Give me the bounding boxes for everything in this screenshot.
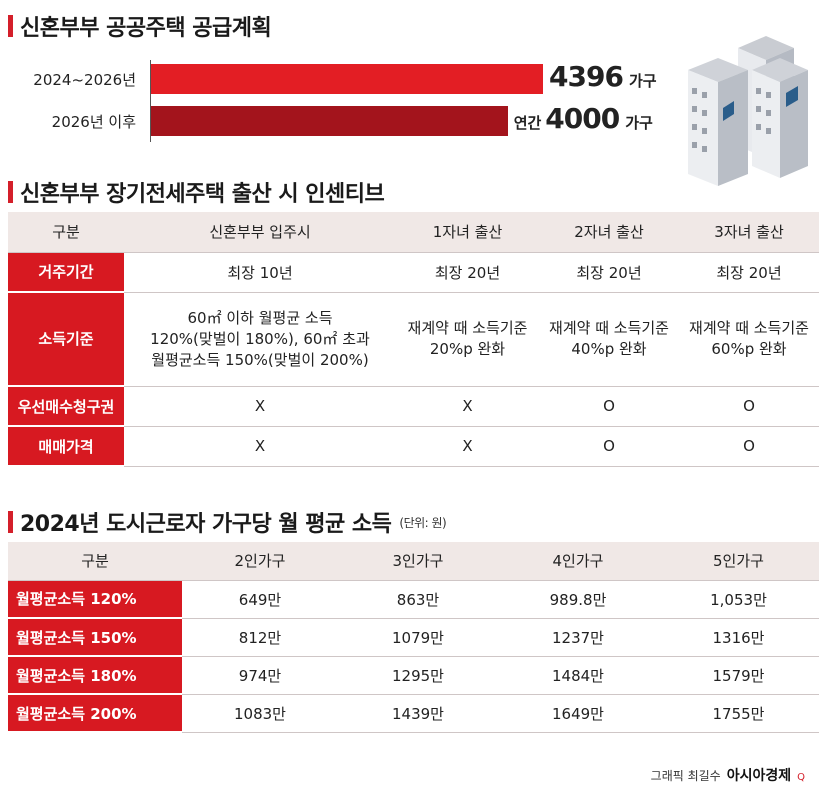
table-cell: O xyxy=(539,426,679,467)
cell-line: 재계약 때 소득기준 xyxy=(549,319,669,337)
row-label: 거주기간 xyxy=(8,252,124,293)
column-header: 1자녀 출산 xyxy=(396,212,539,253)
income-title: 2024년 도시근로자 가구당 월 평균 소득 (단위: 원) xyxy=(8,506,447,538)
row-label: 월평균소득 150% xyxy=(8,618,182,657)
table-cell: 863만 xyxy=(338,580,498,619)
column-header: 구분 xyxy=(8,542,182,581)
publisher-mark: Q xyxy=(797,772,805,783)
bar-0 xyxy=(151,64,543,94)
bar-category-label: 2026년 이후 xyxy=(51,113,136,131)
bar-value-number: 4000 xyxy=(545,102,620,135)
bar-value-prefix: 연간 xyxy=(513,114,542,132)
supply-plan-title: 신혼부부 공공주택 공급계획 xyxy=(8,10,272,42)
title-accent-bar xyxy=(8,181,13,203)
table-cell: O xyxy=(539,386,679,427)
table-cell: X xyxy=(396,426,539,467)
table-cell: O xyxy=(679,386,819,427)
table-cell: 1237만 xyxy=(498,618,658,657)
table-cell: 최장 10년 xyxy=(124,252,396,293)
column-header: 4인가구 xyxy=(498,542,658,581)
bar-value-suffix: 가구 xyxy=(625,114,653,132)
income-row: 월평균소득 200% 1083만 1439만 1649만 1755만 xyxy=(8,694,819,733)
cell-line: 20%p 완화 xyxy=(429,340,506,358)
income-row: 월평균소득 180% 974만 1295만 1484만 1579만 xyxy=(8,656,819,695)
table-cell: X xyxy=(124,386,396,427)
column-header: 3자녀 출산 xyxy=(679,212,819,253)
table-header-row: 구분 신혼부부 입주시 1자녀 출산 2자녀 출산 3자녀 출산 xyxy=(8,212,819,253)
table-cell: 1484만 xyxy=(498,656,658,695)
column-header: 구분 xyxy=(8,212,124,253)
table-cell: 974만 xyxy=(182,656,338,695)
income-row: 월평균소득 120% 649만 863만 989.8만 1,053만 xyxy=(8,580,819,619)
cell-line: 재계약 때 소득기준 xyxy=(689,319,809,337)
credit-text: 그래픽 최길수 xyxy=(650,769,721,783)
column-header: 5인가구 xyxy=(658,542,819,581)
table-cell: 1083만 xyxy=(182,694,338,733)
table-cell: 1316만 xyxy=(658,618,819,657)
row-label: 월평균소득 200% xyxy=(8,694,182,733)
table-cell: 1295만 xyxy=(338,656,498,695)
income-table: 구분 2인가구 3인가구 4인가구 5인가구 월평균소득 120% 649만 863만 989.… xyxy=(8,542,819,733)
chart-axis xyxy=(150,60,151,142)
bar-category-label: 2024~2026년 xyxy=(33,71,136,89)
table-cell: X xyxy=(396,386,539,427)
row-label: 월평균소득 120% xyxy=(8,580,182,619)
table-cell: 1579만 xyxy=(658,656,819,695)
cell-line: 120%(맞벌이 180%), 60㎡ 초과 xyxy=(150,329,370,348)
title-accent-bar xyxy=(8,15,13,37)
incentive-row: 우선매수청구권 X X O O xyxy=(8,386,819,427)
table-cell: 1755만 xyxy=(658,694,819,733)
unit-note: (단위: 원) xyxy=(399,515,447,530)
table-header-row: 구분 2인가구 3인가구 4인가구 5인가구 xyxy=(8,542,819,581)
row-label: 우선매수청구권 xyxy=(8,386,124,427)
table-cell: 989.8만 xyxy=(498,580,658,619)
title-accent-bar xyxy=(8,511,13,533)
row-label: 매매가격 xyxy=(8,426,124,467)
apartment-building-illustration xyxy=(688,36,808,186)
table-cell: 649만 xyxy=(182,580,338,619)
bar-value-label: 4396 가구 xyxy=(549,60,657,93)
table-cell: 재계약 때 소득기준 20%p 완화 xyxy=(396,292,539,387)
table-cell: 재계약 때 소득기준 60%p 완화 xyxy=(679,292,819,387)
table-cell: X xyxy=(124,426,396,467)
publisher-logo: 아시아경제 xyxy=(726,768,792,784)
row-label: 소득기준 xyxy=(8,292,124,387)
table-cell: 재계약 때 소득기준 40%p 완화 xyxy=(539,292,679,387)
graphic-credit: 그래픽 최길수 아시아경제 Q xyxy=(651,765,805,785)
table-cell: 최장 20년 xyxy=(679,252,819,293)
incentive-table: 구분 신혼부부 입주시 1자녀 출산 2자녀 출산 3자녀 출산 거주기간 최장 10년 최장… xyxy=(8,212,819,467)
column-header: 3인가구 xyxy=(338,542,498,581)
table-cell: O xyxy=(679,426,819,467)
row-label: 월평균소득 180% xyxy=(8,656,182,695)
cell-line: 월평균소득 150%(맞벌이 200%) xyxy=(151,350,369,369)
bar-value-suffix: 가구 xyxy=(628,72,657,90)
column-header: 신혼부부 입주시 xyxy=(124,212,396,253)
table-cell: 1,053만 xyxy=(658,580,819,619)
cell-line: 40%p 완화 xyxy=(571,340,647,358)
bar-value-label: 연간 4000 가구 xyxy=(514,102,653,135)
incentive-row: 매매가격 X X O O xyxy=(8,426,819,467)
table-cell: 1649만 xyxy=(498,694,658,733)
cell-line: 재계약 때 소득기준 xyxy=(407,319,528,337)
column-header: 2자녀 출산 xyxy=(539,212,679,253)
cell-line: 60%p 완화 xyxy=(711,340,787,358)
income-row: 월평균소득 150% 812만 1079만 1237만 1316만 xyxy=(8,618,819,657)
column-header: 2인가구 xyxy=(182,542,338,581)
table-cell: 812만 xyxy=(182,618,338,657)
bar-1 xyxy=(151,106,508,136)
bar-value-number: 4396 xyxy=(549,60,624,93)
table-cell: 1079만 xyxy=(338,618,498,657)
table-cell: 최장 20년 xyxy=(539,252,679,293)
incentive-title: 신혼부부 장기전세주택 출산 시 인센티브 xyxy=(8,176,385,208)
table-cell: 1439만 xyxy=(338,694,498,733)
cell-line: 60㎡ 이하 월평균 소득 xyxy=(187,308,333,327)
table-cell: 최장 20년 xyxy=(396,252,539,293)
incentive-row: 거주기간 최장 10년 최장 20년 최장 20년 최장 20년 xyxy=(8,252,819,293)
